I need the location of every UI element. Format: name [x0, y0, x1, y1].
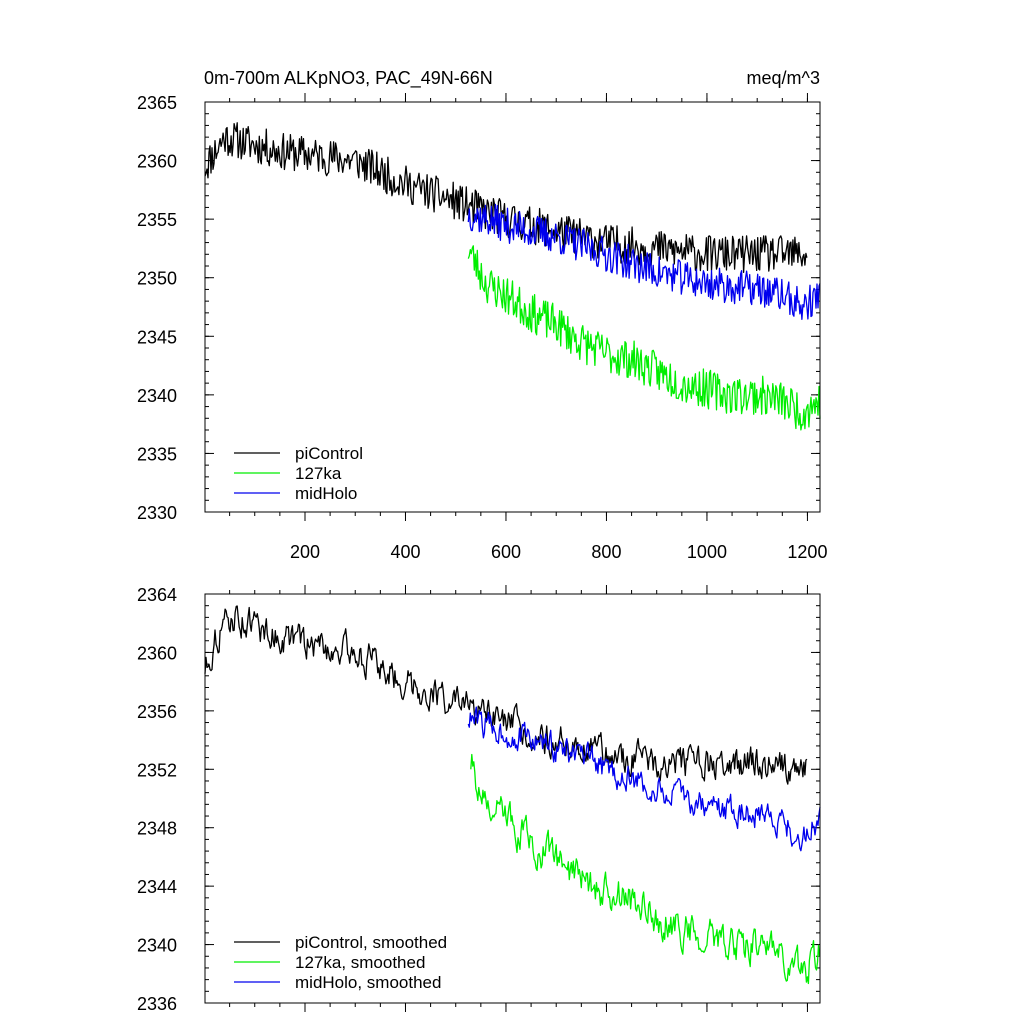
legend-label-127ka-smoothed: 127ka, smoothed	[295, 953, 425, 972]
legend-label-127ka: 127ka	[295, 464, 342, 483]
series-line-picontrol-smoothed	[204, 605, 808, 785]
y-tick-label: 2330	[137, 503, 177, 523]
series-line-127ka-smoothed	[470, 753, 821, 985]
legend-label-picontrol: piControl	[295, 444, 363, 463]
y-tick-label: 2348	[137, 819, 177, 839]
bottom-plot-frame	[204, 593, 821, 1004]
y-tick-label: 2352	[137, 760, 177, 780]
y-tick-label: 2344	[137, 877, 177, 897]
y-tick-label: 2335	[137, 444, 177, 464]
series-line-127ka	[467, 245, 821, 431]
top-plot-frame	[204, 101, 821, 513]
top-y-tick-labels: 2330 2335 2340 2345 2350 2355 2360 2365	[137, 93, 177, 523]
top-chart-title: 0m-700m ALKpNO3, PAC_49N-66N	[204, 68, 493, 89]
x-tick-label: 200	[290, 542, 320, 562]
y-tick-label: 2350	[137, 269, 177, 289]
x-tick-label: 400	[390, 542, 420, 562]
y-tick-label: 2340	[137, 386, 177, 406]
y-tick-label: 2365	[137, 93, 177, 113]
y-tick-label: 2364	[137, 585, 177, 605]
series-line-midholo-smoothed	[467, 706, 821, 852]
x-tick-label: 800	[591, 542, 621, 562]
top-legend: piControl 127ka midHolo	[234, 444, 363, 503]
legend-label-midholo-smoothed: midHolo, smoothed	[295, 973, 441, 992]
y-tick-label: 2340	[137, 936, 177, 956]
x-tick-label: 1200	[787, 542, 827, 562]
y-tick-label: 2356	[137, 702, 177, 722]
x-tick-label: 600	[491, 542, 521, 562]
top-x-tick-labels: 200 400 600 800 1000 1200	[290, 542, 827, 562]
y-tick-label: 2360	[137, 643, 177, 663]
bottom-y-tick-labels: 2336 2340 2344 2348 2352 2356 2360 2364	[137, 585, 177, 1014]
y-tick-label: 2355	[137, 210, 177, 230]
x-tick-label: 1000	[687, 542, 727, 562]
series-line-picontrol	[204, 122, 808, 273]
top-series-lines	[204, 122, 821, 431]
bottom-panel: 2336 2340 2344 2348 2352 2356 2360 2364 piContr…	[137, 585, 821, 1014]
y-tick-label: 2360	[137, 152, 177, 172]
legend-label-midholo: midHolo	[295, 484, 357, 503]
bottom-series-lines	[204, 605, 821, 985]
y-tick-label: 2336	[137, 994, 177, 1014]
legend-label-picontrol-smoothed: piControl, smoothed	[295, 933, 447, 952]
top-chart-units: meq/m^3	[747, 68, 820, 88]
bottom-legend: piControl, smoothed 127ka, smoothed midH…	[234, 933, 447, 992]
y-tick-label: 2345	[137, 327, 177, 347]
series-line-midholo	[467, 203, 821, 320]
top-panel: 0m-700m ALKpNO3, PAC_49N-66N meq/m^3 233…	[137, 68, 828, 562]
